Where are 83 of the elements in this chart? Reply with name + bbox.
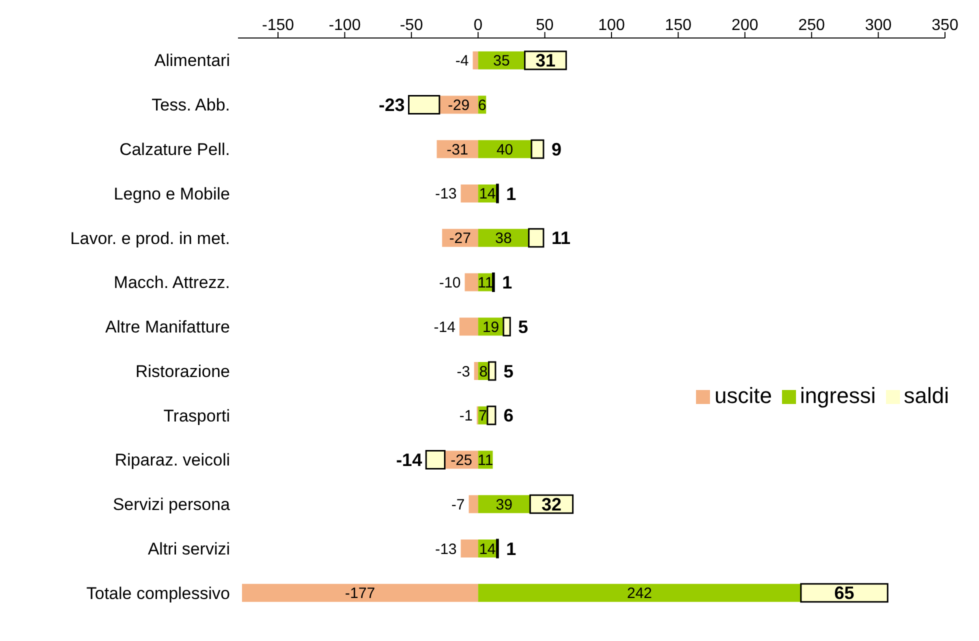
x-tick-label: -100: [328, 17, 361, 34]
x-tick-label: 150: [664, 17, 692, 34]
data-label: -13: [435, 540, 457, 558]
bar: [460, 184, 478, 202]
bar: [478, 140, 532, 158]
data-label: 65: [834, 583, 854, 604]
bar: [464, 273, 478, 292]
legend-label: ingressi: [800, 383, 876, 408]
y-tick-label: Riparaz. veicoli: [114, 450, 230, 470]
bar: [530, 139, 544, 159]
data-label: 6: [503, 406, 514, 426]
data-label: 14: [479, 186, 496, 203]
x-tick-label: 250: [798, 17, 826, 34]
data-label: -25: [450, 452, 472, 470]
bar: [425, 450, 446, 470]
data-label: -7: [451, 496, 465, 514]
data-label: -3: [456, 363, 470, 380]
data-label: -4: [455, 52, 469, 70]
data-label: 19: [482, 318, 500, 336]
data-label: -14: [396, 450, 422, 470]
data-label: 11: [478, 452, 494, 470]
data-label: -10: [439, 274, 461, 292]
y-tick-label: Macch. Attrezz.: [114, 273, 230, 292]
data-label: -31: [446, 141, 468, 158]
data-label: 7: [478, 408, 487, 425]
data-label: 242: [627, 585, 652, 602]
data-label: 40: [496, 141, 514, 158]
y-tick-label: Altre Manifatture: [105, 318, 230, 337]
data-label: -177: [345, 585, 376, 602]
x-tick-label: 300: [864, 17, 892, 34]
x-tick-label: 350: [932, 17, 958, 34]
bar: [242, 584, 478, 602]
data-label: 35: [493, 52, 510, 70]
bar: [800, 583, 888, 603]
data-label: 8: [479, 363, 488, 380]
bar: [468, 495, 478, 514]
data-label: 5: [518, 316, 528, 337]
data-label: 6: [478, 96, 486, 114]
bar: [408, 94, 440, 114]
data-label: -14: [434, 318, 456, 336]
bar: [486, 406, 496, 426]
data-label: 1: [506, 184, 516, 204]
data-label: 11: [551, 228, 571, 248]
x-tick-label: -50: [400, 17, 424, 34]
x-tick-label: 50: [536, 17, 554, 34]
y-tick-label: Calzature Pell.: [119, 140, 230, 159]
x-tick-label: 200: [732, 17, 758, 34]
legend-label: saldi: [904, 383, 949, 408]
data-label: 9: [551, 139, 562, 160]
bar: [488, 361, 496, 381]
bar: [474, 362, 478, 380]
bar: [459, 318, 478, 336]
y-tick-label: Tess. Abb.: [152, 96, 230, 115]
y-tick-label: Altri servizi: [148, 539, 230, 558]
y-tick-label: Ristorazione: [136, 362, 230, 381]
legend-label: uscite: [714, 383, 772, 408]
bar: [478, 584, 801, 602]
data-label: 38: [495, 230, 512, 248]
data-label: -13: [435, 186, 457, 203]
data-label: 1: [502, 272, 512, 293]
data-label: -27: [449, 230, 471, 248]
y-tick-label: Legno e Mobile: [114, 184, 230, 204]
data-label: 31: [535, 50, 556, 71]
data-label: 5: [503, 361, 514, 382]
x-tick-label: 0: [474, 17, 483, 34]
data-label: 14: [479, 540, 496, 558]
bar: [460, 540, 478, 558]
data-label: 39: [496, 496, 512, 514]
y-tick-label: Servizi persona: [112, 495, 231, 514]
y-tick-label: Trasporti: [164, 406, 230, 426]
bar: [502, 316, 511, 336]
data-label: -29: [448, 96, 470, 114]
data-label: 32: [541, 494, 562, 514]
y-tick-label: Alimentari: [154, 51, 230, 70]
bar: [472, 51, 478, 70]
data-label: -1: [459, 408, 473, 425]
x-tick-label: -150: [262, 17, 294, 34]
y-tick-label: Totale complessivo: [86, 584, 230, 603]
x-tick-label: 100: [598, 17, 625, 34]
bar: [528, 228, 544, 248]
y-tick-label: Lavor. e prod. in met.: [70, 228, 230, 248]
data-label: -23: [378, 95, 405, 115]
data-label: 1: [506, 538, 516, 559]
